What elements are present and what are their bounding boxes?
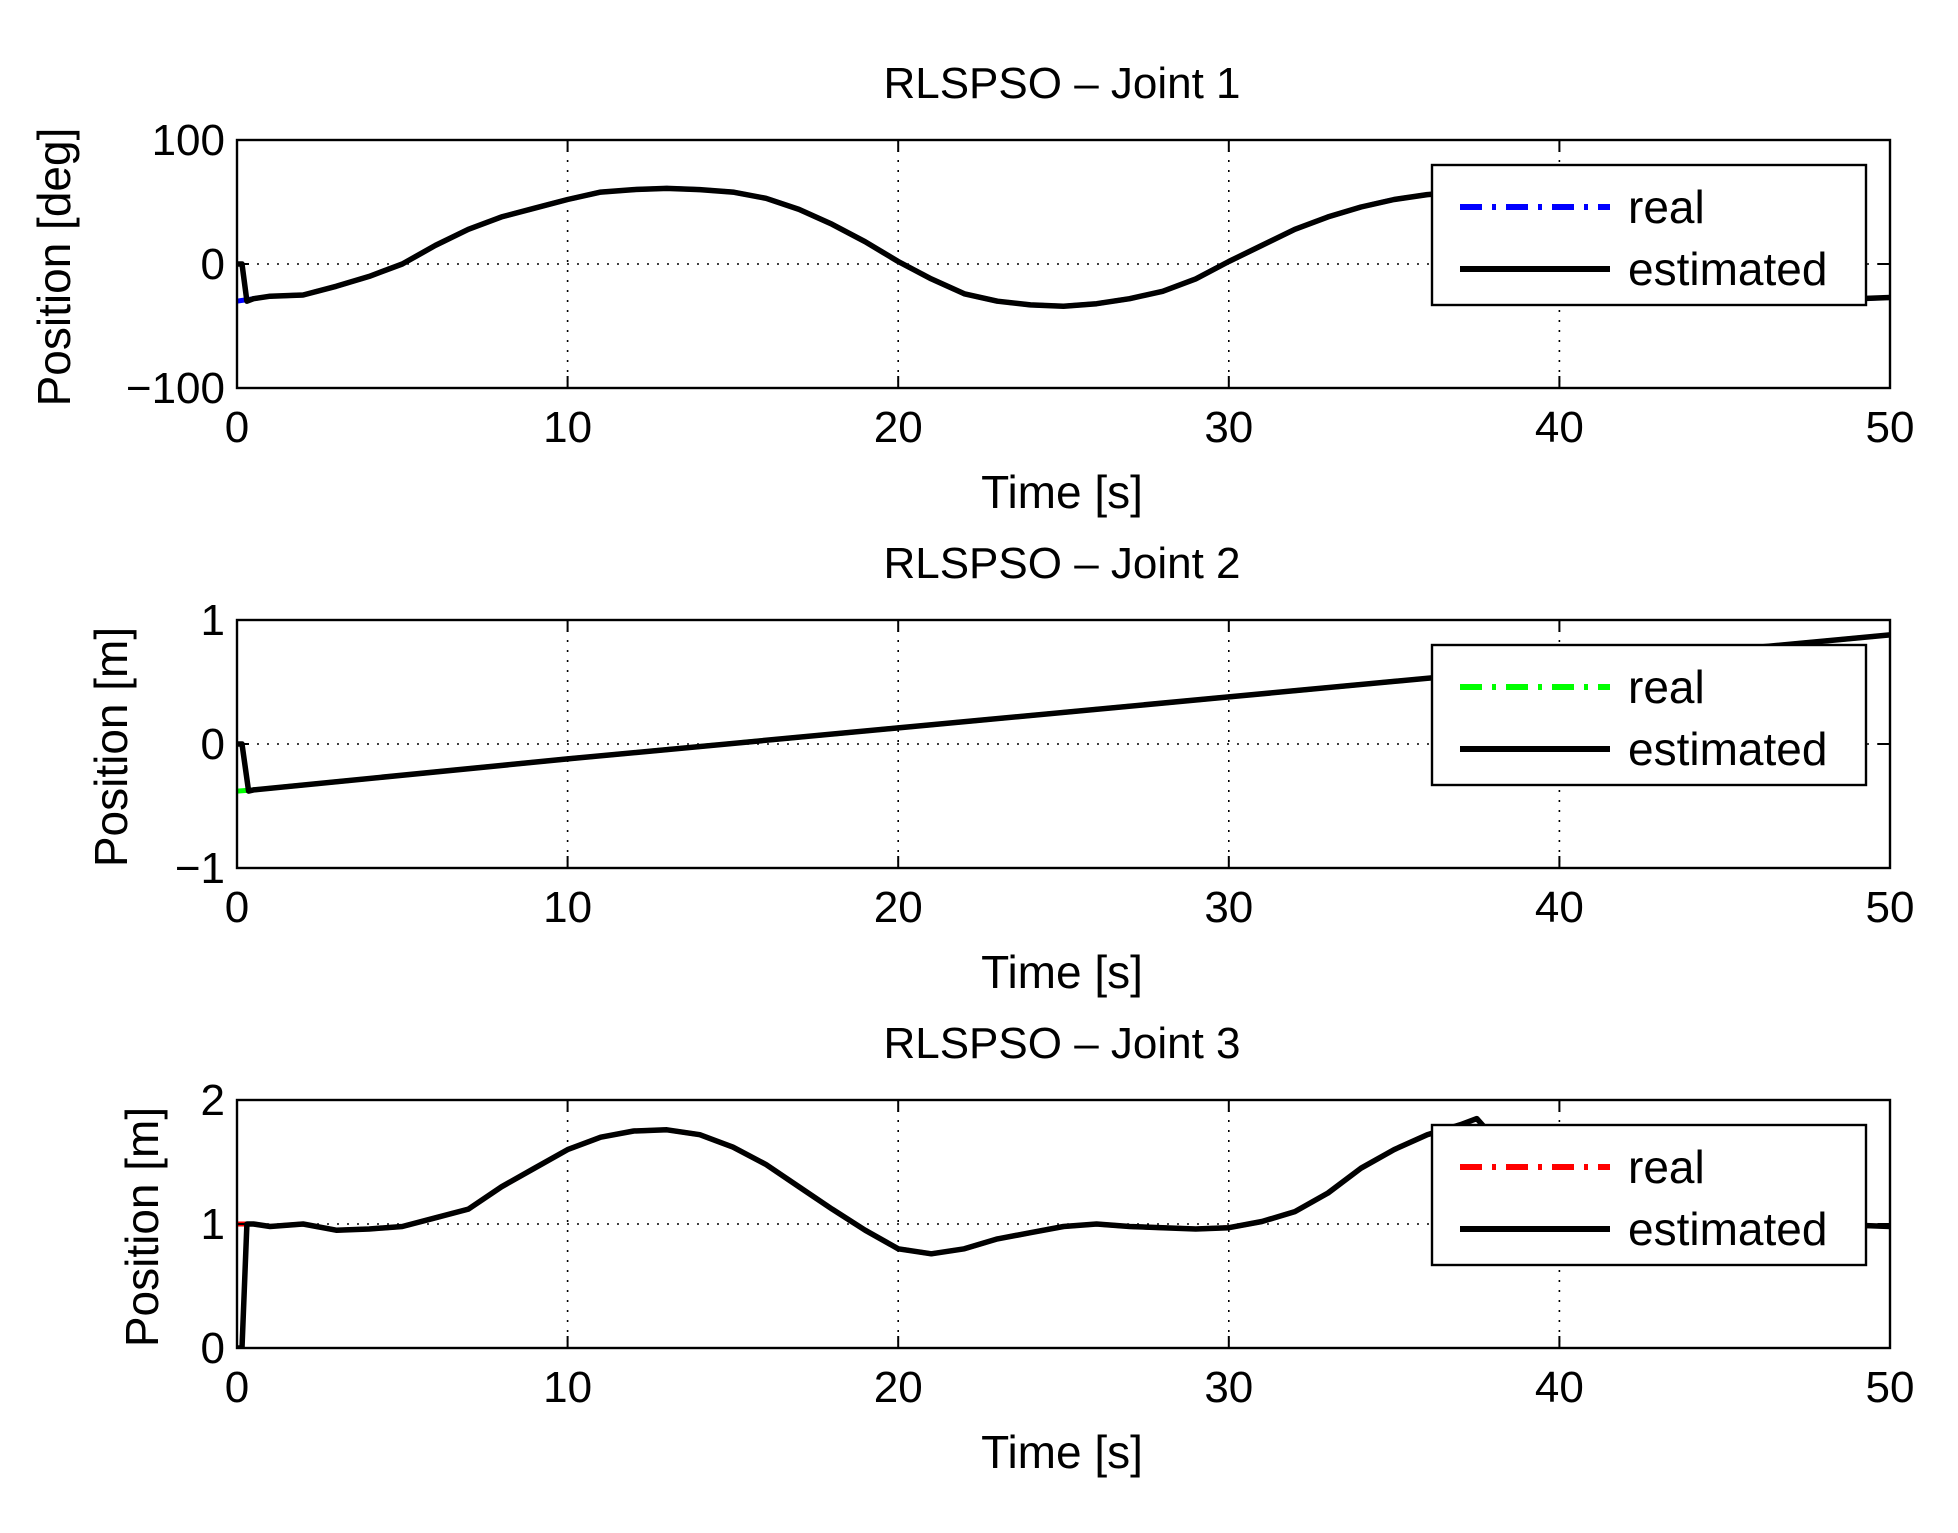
y-tick-label: 0 <box>201 240 225 289</box>
x-tick-label: 30 <box>1204 403 1253 452</box>
y-axis-label: Position [deg] <box>28 128 80 407</box>
chart-panel-joint-1: RLSPSO – Joint 1 0 10 20 30 40 50−1000100real… <box>28 59 1914 518</box>
y-tick-label: 0 <box>201 720 225 769</box>
legend: real estimated <box>1430 163 1868 307</box>
x-axis-label: Time [s] <box>981 1426 1143 1478</box>
x-tick-label: 50 <box>1866 403 1915 452</box>
y-tick-label: −100 <box>126 364 225 413</box>
y-tick-label: 2 <box>201 1076 225 1125</box>
legend-label: real <box>1628 661 1705 713</box>
y-axis-label: Position [m] <box>116 1107 168 1347</box>
x-tick-label: 20 <box>874 883 923 932</box>
x-tick-label: 40 <box>1535 1363 1584 1412</box>
x-tick-label: 30 <box>1204 883 1253 932</box>
legend-label: real <box>1628 181 1705 233</box>
legend: real estimated <box>1430 1123 1868 1267</box>
x-tick-label: 40 <box>1535 883 1584 932</box>
x-tick-label: 0 <box>225 1363 249 1412</box>
chart-title: RLSPSO – Joint 1 <box>883 59 1240 108</box>
y-tick-label: 1 <box>201 1200 225 1249</box>
x-axis-label: Time [s] <box>981 946 1143 998</box>
x-tick-label: 10 <box>543 883 592 932</box>
y-tick-label: 100 <box>152 116 225 165</box>
x-tick-label: 0 <box>225 403 249 452</box>
legend-box <box>1430 163 1868 307</box>
legend-label: estimated <box>1628 723 1827 775</box>
chart-title: RLSPSO – Joint 3 <box>883 1019 1240 1068</box>
y-tick-label: 0 <box>201 1324 225 1373</box>
x-axis-label: Time [s] <box>981 466 1143 518</box>
x-tick-label: 20 <box>874 1363 923 1412</box>
legend: real estimated <box>1430 643 1868 787</box>
x-tick-label: 0 <box>225 883 249 932</box>
chart-panel-joint-2: RLSPSO – Joint 2 0 10 20 30 40 50−101realesti… <box>85 539 1914 998</box>
y-tick-label: −1 <box>175 844 225 893</box>
y-axis-label: Position [m] <box>85 627 137 867</box>
chart-panel-joint-3: RLSPSO – Joint 3 0 10 20 30 40 50 0 1 2 real estim… <box>116 1019 1914 1478</box>
legend-label: real <box>1628 1141 1705 1193</box>
x-tick-label: 10 <box>543 403 592 452</box>
x-tick-label: 50 <box>1866 1363 1915 1412</box>
x-tick-label: 30 <box>1204 1363 1253 1412</box>
legend-label: estimated <box>1628 1203 1827 1255</box>
chart-title: RLSPSO – Joint 2 <box>883 539 1240 588</box>
y-tick-label: 1 <box>201 596 225 645</box>
legend-box <box>1430 643 1868 787</box>
x-tick-label: 20 <box>874 403 923 452</box>
legend-box <box>1430 1123 1868 1267</box>
legend-label: estimated <box>1628 243 1827 295</box>
x-tick-label: 10 <box>543 1363 592 1412</box>
x-tick-label: 40 <box>1535 403 1584 452</box>
plot-area: 0 10 20 30 40 50 0 1 2 real estimated <box>201 1076 1915 1412</box>
x-tick-label: 50 <box>1866 883 1915 932</box>
